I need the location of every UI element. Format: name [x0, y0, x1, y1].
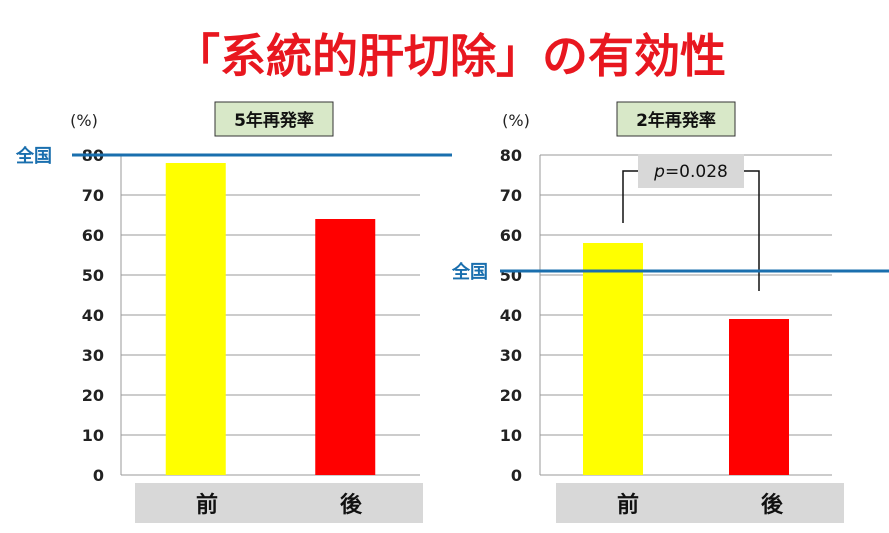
- category-axis-background: [556, 483, 844, 523]
- y-tick-label: 70: [500, 186, 522, 205]
- national-reference-label: 全国: [451, 261, 488, 283]
- reference-line-group: 全国: [15, 145, 452, 167]
- reference-line-group: 全国: [451, 261, 889, 283]
- y-tick-label: 0: [511, 466, 522, 485]
- bar-before: [583, 243, 643, 475]
- y-tick-label: 30: [500, 346, 522, 365]
- y-tick-label: 30: [82, 346, 104, 365]
- category-labels: 前後: [617, 492, 784, 518]
- y-tick-label: 80: [500, 146, 522, 165]
- category-label: 後: [340, 492, 363, 518]
- significance-bracket: [622, 170, 760, 291]
- p-value-label: p=0.028: [653, 162, 728, 182]
- y-tick-label: 60: [500, 226, 522, 245]
- y-tick-label: 50: [82, 266, 104, 285]
- panel-title-box: [616, 101, 736, 137]
- p-value-box: [638, 154, 744, 188]
- significance-bracket-group: p=0.028: [622, 154, 760, 291]
- chart-2year-recurrence: 01020304050607080 前後 2年再発率 (%) p=0.028 全…: [451, 101, 889, 523]
- bar-after: [729, 319, 789, 475]
- bars: [165, 163, 376, 475]
- y-tick-label: 70: [82, 186, 104, 205]
- bar-before: [165, 163, 226, 475]
- bar-after: [315, 219, 376, 475]
- panel-title: 2年再発率: [636, 110, 716, 131]
- chart-5year-recurrence: 01020304050607080 前後 5年再発率 (%) 全国: [15, 101, 452, 523]
- y-axis-ticks: 0 10 20 30 40 50 60 70 80: [500, 146, 522, 485]
- p-symbol: p: [653, 162, 665, 182]
- y-tick-label: 60: [82, 226, 104, 245]
- y-unit-label: (%): [502, 111, 530, 130]
- y-tick-label: 40: [82, 306, 104, 325]
- y-tick-label: 10: [500, 426, 522, 445]
- bars: [583, 243, 789, 475]
- y-unit-label: (%): [70, 111, 98, 130]
- y-tick-label: 20: [500, 386, 522, 405]
- y-tick-label: 0: [93, 466, 104, 485]
- y-tick-label: 20: [82, 386, 104, 405]
- panel-title: 5年再発率: [234, 110, 314, 131]
- page-title: 「系統的肝切除」の有効性: [174, 29, 726, 83]
- category-labels: 前後: [196, 492, 363, 518]
- y-tick-label: 50: [500, 266, 522, 285]
- p-value: =0.028: [665, 162, 728, 182]
- national-reference-label: 全国: [15, 145, 52, 167]
- category-axis-background: [135, 483, 423, 523]
- category-label: 前: [196, 492, 218, 518]
- category-label: 前: [617, 492, 639, 518]
- y-tick-label: 10: [82, 426, 104, 445]
- y-tick-label: 40: [500, 306, 522, 325]
- panel-title-box: [214, 101, 334, 137]
- category-label: 後: [761, 492, 784, 518]
